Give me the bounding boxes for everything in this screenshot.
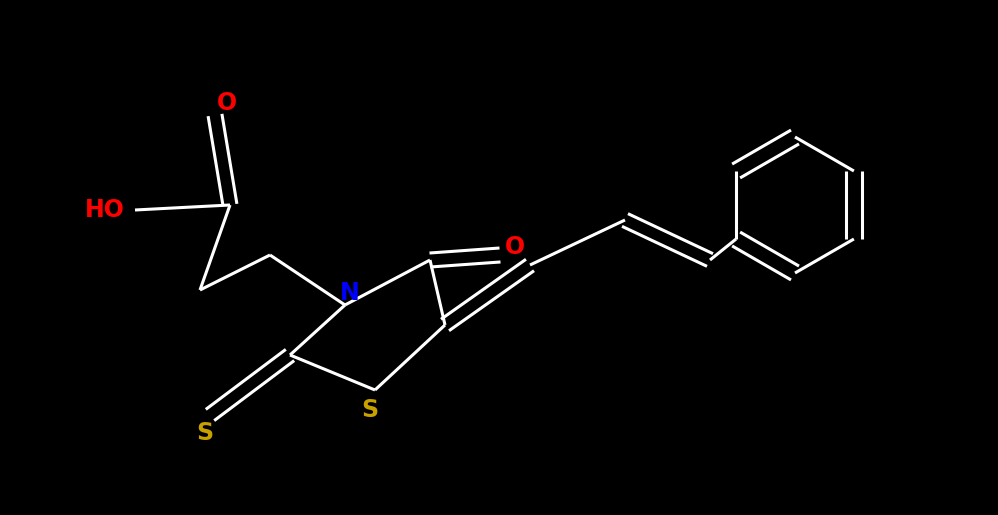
Text: N: N xyxy=(340,281,360,305)
Text: S: S xyxy=(361,398,378,422)
Text: O: O xyxy=(505,235,525,259)
Text: S: S xyxy=(197,421,214,445)
Text: O: O xyxy=(217,91,238,115)
Text: HO: HO xyxy=(85,198,125,222)
